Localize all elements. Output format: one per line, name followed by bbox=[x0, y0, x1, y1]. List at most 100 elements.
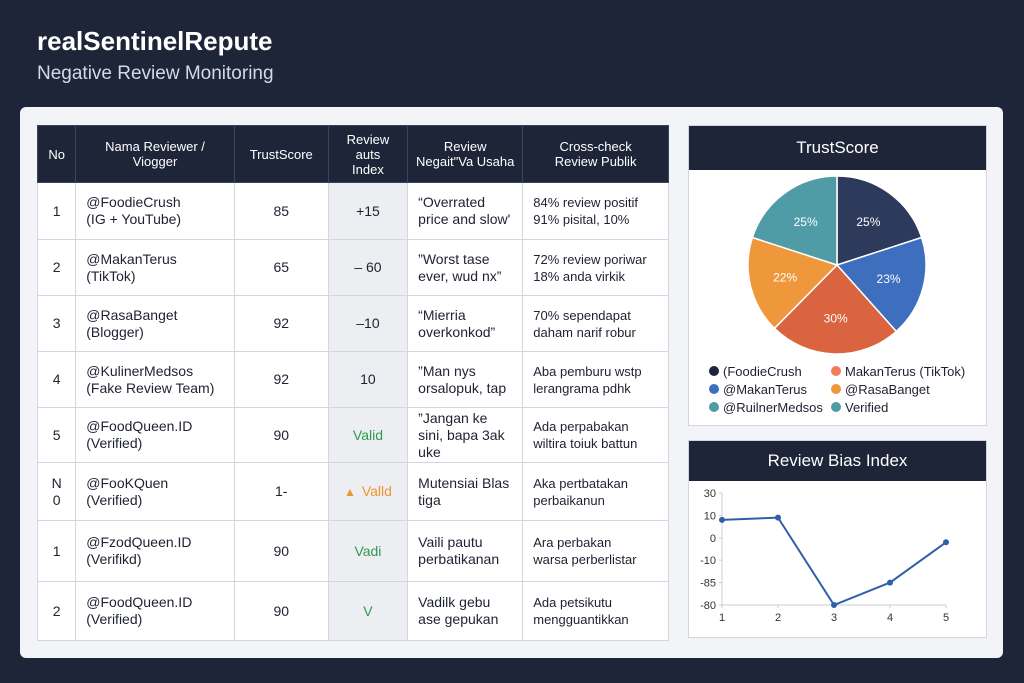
table-cell: Ara perbakan warsa perberlistar bbox=[522, 520, 669, 582]
cell-text: 2 bbox=[52, 259, 61, 275]
table-row: 1 @FzodQueen.ID (Verifikd) 90 Vadi Vaili pau… bbox=[36, 520, 669, 582]
slice-label: 22% bbox=[773, 271, 797, 285]
cell-text: ”Jangan ke sini, bapa 3ak uke bbox=[418, 409, 505, 460]
table-cell: 90 bbox=[233, 407, 329, 463]
cell-text: Valid bbox=[352, 426, 383, 443]
y-tick-label: -85 bbox=[700, 578, 716, 590]
legend-swatch bbox=[831, 402, 841, 412]
cell-text: 1- bbox=[275, 483, 288, 499]
cell-text: 85 bbox=[273, 202, 290, 219]
column-header: Review Negait"Va Usaha bbox=[407, 125, 524, 183]
x-tick-label: 4 bbox=[887, 612, 893, 624]
legend-label: @RuilnerMedsos bbox=[723, 400, 823, 415]
column-header: Nama Reviewer / Viogger bbox=[75, 125, 235, 183]
data-point bbox=[775, 514, 781, 521]
x-tick-label: 3 bbox=[831, 612, 837, 624]
table-cell: ”Worst tase ever, wud nx” bbox=[407, 239, 524, 296]
cell-text: @FzodQueen.ID (Verifikd) bbox=[86, 534, 192, 567]
column-header: No bbox=[36, 125, 77, 183]
table-cell: N 0 bbox=[36, 462, 77, 521]
table-cell: ”Man nys orsalopuk, tap bbox=[407, 351, 524, 408]
cell-text: @KulinerMedsos (Fake Review Team) bbox=[86, 362, 215, 396]
cell-text: @MakanTerus (TikTok) bbox=[86, 250, 177, 284]
y-tick-label: 30 bbox=[704, 488, 716, 500]
cell-text: 65 bbox=[273, 259, 290, 275]
pie-slice bbox=[836, 175, 923, 267]
legend-swatch bbox=[831, 384, 841, 394]
slice-label: 30% bbox=[824, 311, 848, 325]
data-point bbox=[887, 579, 893, 586]
table-row: N 0 @FooKQuen (Verified) 1- ▲ Valld Mutensiai… bbox=[36, 462, 669, 521]
cell-text: @FoodQueen.ID (Verified) bbox=[86, 594, 193, 627]
table-cell: 2 bbox=[36, 581, 77, 641]
review-table: No Nama Reviewer / Viogger TrustScore Revie… bbox=[36, 125, 669, 641]
table-cell: ▲ Valld bbox=[327, 462, 409, 521]
cell-text: 4 bbox=[52, 371, 61, 387]
table-cell: 2 bbox=[36, 239, 77, 296]
table-cell: Mutensiai Blas tiga bbox=[407, 462, 524, 521]
data-point bbox=[943, 539, 949, 546]
cell-text: 72% review poriwar 18% anda virkik bbox=[533, 251, 647, 284]
cell-text: +15 bbox=[356, 202, 380, 219]
panel-title: TrustScore bbox=[689, 126, 986, 170]
table-cell: 5 bbox=[36, 407, 77, 463]
cell-text: 84% review positif 91% pisital, 10% bbox=[533, 195, 639, 227]
table-cell: @FzodQueen.ID (Verifikd) bbox=[75, 520, 235, 582]
cell-text: 1 bbox=[52, 202, 61, 219]
table-cell: Aba pemburu wstp lerangrama pdhk bbox=[522, 351, 669, 408]
table-row: 2 @MakanTerus (TikTok) 65 – 60 ”Worst tase e… bbox=[36, 239, 669, 296]
legend-label: @RasaBanget bbox=[845, 382, 930, 397]
slice-label: 23% bbox=[877, 272, 901, 286]
table-cell: “Overrated price and slow' bbox=[407, 182, 524, 240]
table-cell: ”Jangan ke sini, bapa 3ak uke bbox=[407, 407, 524, 463]
cell-text: Vadi bbox=[354, 542, 382, 559]
table-row: 3 @RasaBanget (Blogger) 92 –10 “Mierria over… bbox=[36, 295, 669, 352]
cell-text: Vadilk gebu ase gepukan bbox=[418, 594, 499, 627]
table-cell: 1 bbox=[36, 182, 77, 240]
table-row: 5 @FoodQueen.ID (Verified) 90 Valid ”Jangan … bbox=[36, 407, 669, 463]
table-cell: 1 bbox=[36, 520, 77, 582]
table-row: 1 @FoodieCrush (IG + YouTube) 85 +15 “Overra… bbox=[36, 182, 669, 240]
table-cell: @FooKQuen (Verified) bbox=[75, 462, 235, 521]
pie-slice bbox=[835, 236, 927, 333]
cell-text: @RasaBanget (Blogger) bbox=[86, 306, 178, 340]
legend-swatch bbox=[709, 402, 719, 412]
table-cell: 10 bbox=[327, 351, 409, 408]
line-series bbox=[721, 516, 947, 607]
y-tick-label: 0 bbox=[710, 533, 716, 545]
pie-panel: TrustScore 25% 23% 30% 22% 25% (FoodieCrush Ma… bbox=[688, 125, 987, 426]
column-header: Cross-check Review Publik bbox=[522, 125, 669, 183]
cell-text: 3 bbox=[52, 315, 61, 331]
y-tick-label: -80 bbox=[700, 600, 716, 612]
table-cell: 85 bbox=[233, 182, 329, 240]
cell-text: 10 bbox=[360, 371, 376, 387]
legend-label: Verified bbox=[845, 400, 888, 415]
app-subtitle: Negative Review Monitoring bbox=[37, 63, 274, 84]
card: No Nama Reviewer / Viogger TrustScore Revie… bbox=[20, 107, 1003, 658]
cell-text: 70% sependapat daham narif robur bbox=[533, 307, 636, 340]
y-tick-label: -10 bbox=[700, 555, 716, 567]
line-chart: 30 10 0 -10 -85 -801 2 3 4 5 bbox=[700, 488, 949, 624]
data-point bbox=[831, 602, 837, 608]
table-cell: @FoodQueen.ID (Verified) bbox=[75, 581, 235, 641]
app-title: realSentinelRepute bbox=[37, 26, 273, 56]
pie-chart: 25% 23% 30% 22% 25% (FoodieCrush MakanTerus (T… bbox=[709, 175, 965, 415]
table-cell: Vaili pautu perbatikanan bbox=[407, 520, 524, 582]
cell-text: 92 bbox=[273, 371, 290, 387]
x-tick-label: 2 bbox=[775, 612, 781, 624]
table-cell: +15 bbox=[327, 182, 409, 240]
table-cell: Valid bbox=[327, 407, 409, 463]
x-tick-label: 1 bbox=[719, 612, 725, 624]
x-tick-label: 5 bbox=[943, 612, 949, 624]
cell-text: 90 bbox=[273, 542, 290, 559]
cell-text: V bbox=[363, 602, 373, 619]
table-cell: Vadilk gebu ase gepukan bbox=[407, 581, 524, 641]
table-cell: “Mierria overkonkod” bbox=[407, 295, 524, 352]
cell-text: “Overrated price and slow' bbox=[418, 194, 511, 227]
legend-swatch bbox=[709, 366, 719, 376]
cell-text: Vaili pautu perbatikanan bbox=[418, 534, 500, 567]
table-cell: @MakanTerus (TikTok) bbox=[75, 239, 235, 296]
table-cell: 92 bbox=[233, 351, 329, 408]
cell-text: 90 bbox=[273, 602, 290, 619]
